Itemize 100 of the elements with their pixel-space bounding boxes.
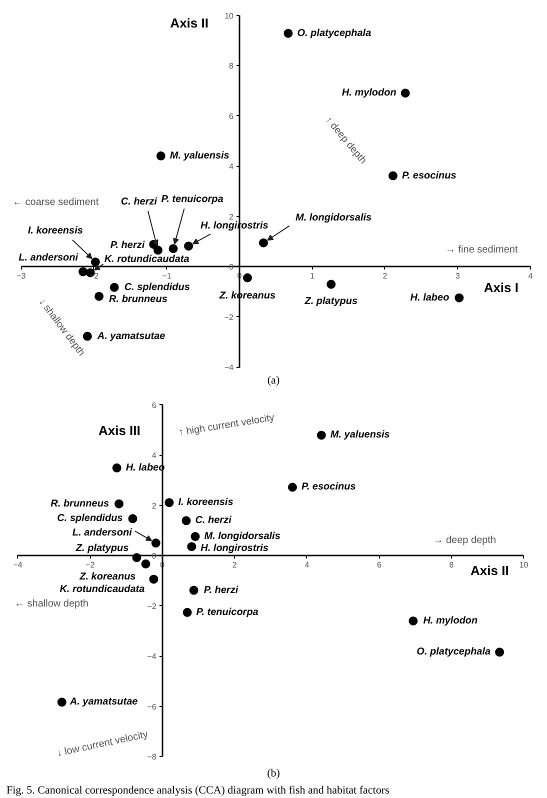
text: M. longidorsalis xyxy=(295,212,372,224)
series-label: C. splendidus xyxy=(57,513,124,524)
x-axis-title: Axis I xyxy=(484,280,519,296)
series-label: M. longidorsalis xyxy=(204,531,281,542)
text: (a) xyxy=(267,374,280,386)
series-label: C. splendidus xyxy=(124,282,190,293)
series-label: H. labeo xyxy=(410,292,450,304)
series-label: O. platycephala xyxy=(416,646,492,658)
series-label: P. herzi xyxy=(204,584,238,596)
series-label: K. rotundicaudata xyxy=(60,584,146,596)
annotation: ↓ low current velocity xyxy=(56,729,150,760)
annotation: → deep depth xyxy=(433,535,496,546)
series-label: H. mylodon xyxy=(423,615,478,626)
point xyxy=(114,499,124,508)
x-tick-label: 4 xyxy=(304,560,310,570)
y-tick-label: 0 xyxy=(229,262,234,272)
y-axis-title: Axis III xyxy=(98,422,140,438)
point xyxy=(90,257,100,266)
y-tick-label: 2 xyxy=(229,212,234,222)
x-tick-label: −2 xyxy=(89,272,100,281)
point xyxy=(82,332,92,341)
series-label: Z. koreanus xyxy=(78,571,136,582)
point xyxy=(153,246,162,255)
series-label: H. longirostris xyxy=(200,543,269,554)
point xyxy=(110,282,119,292)
y-tick-label: −6 xyxy=(147,702,157,712)
point xyxy=(326,280,336,289)
series-label: C. herzi xyxy=(195,515,232,526)
y-tick-label: 4 xyxy=(152,451,157,460)
series-label: A. yamatsutae xyxy=(68,696,138,708)
annotation: ← shallow depth xyxy=(14,598,88,610)
x-tick-label: −1 xyxy=(162,272,172,281)
x-axis-title: Axis II xyxy=(470,563,509,578)
point xyxy=(190,532,200,542)
x-tick-label: 2 xyxy=(382,272,388,281)
y-tick-label: −2 xyxy=(224,312,234,322)
point xyxy=(316,430,326,440)
y-tick-label: 8 xyxy=(229,62,234,71)
annotation: ← coarse sediment xyxy=(12,197,99,208)
y-tick-label: −4 xyxy=(147,652,157,662)
point xyxy=(94,292,104,301)
x-tick-label: 6 xyxy=(377,560,382,570)
point xyxy=(408,616,418,626)
series-label: Z. platypus xyxy=(304,296,358,307)
y-tick-label: 6 xyxy=(229,112,234,121)
series-label: P. herzi xyxy=(110,240,145,251)
x-tick-label: −3 xyxy=(16,272,26,281)
series-label: L. andersoni xyxy=(18,252,78,264)
series-label: A. yamatsutae xyxy=(96,330,166,342)
series-label: M. yaluensis xyxy=(170,150,230,162)
x-tick-label: 1 xyxy=(310,272,316,281)
x-tick-label: 8 xyxy=(449,560,454,570)
point xyxy=(495,648,504,657)
annotation: → fine sediment xyxy=(446,244,518,256)
point xyxy=(288,482,297,492)
point xyxy=(258,238,268,248)
series-label: M. yaluensis xyxy=(330,430,390,441)
text: L. andersoni xyxy=(72,528,132,539)
y-tick-label: −4 xyxy=(224,363,234,372)
y-axis-title: Axis II xyxy=(170,16,208,30)
point xyxy=(164,498,174,508)
series-label: R. brunneus xyxy=(50,498,110,510)
x-tick-label: 3 xyxy=(456,272,461,281)
point xyxy=(400,88,410,98)
point xyxy=(112,463,122,472)
series-label: H. mylodon xyxy=(342,88,396,99)
y-tick-label: −2 xyxy=(147,602,157,611)
point xyxy=(388,171,398,180)
point xyxy=(57,698,66,707)
x-tick-label: 4 xyxy=(528,272,534,281)
caption: Fig. 5. Canonical correspondence analysis (CCA) diagram with fish and habitat factors xyxy=(6,784,390,796)
x-tick-label: −4 xyxy=(13,560,23,570)
point xyxy=(284,28,293,38)
point xyxy=(151,538,160,548)
y-tick-label: −8 xyxy=(147,752,157,762)
point xyxy=(168,244,178,254)
point xyxy=(141,559,150,568)
point xyxy=(182,516,191,526)
point xyxy=(149,574,158,584)
text: I. koreensis xyxy=(28,225,84,236)
point xyxy=(189,586,198,595)
y-tick-label: 10 xyxy=(224,12,234,20)
series-label: O. platycephala xyxy=(297,28,372,39)
x-tick-label: −2 xyxy=(86,560,96,570)
y-tick-label: 2 xyxy=(152,501,157,510)
point xyxy=(184,242,194,251)
point xyxy=(78,267,88,276)
x-tick-label: 10 xyxy=(519,560,529,570)
series-label: P. esocinus xyxy=(301,482,356,493)
series-label: R. brunneus xyxy=(109,294,168,305)
annotation: ↑ high current velocity xyxy=(178,412,276,438)
point xyxy=(182,608,192,617)
series-label: K. rotundicaudata xyxy=(104,254,190,266)
point xyxy=(242,273,252,282)
text: P. tenuicorpa xyxy=(161,194,224,206)
text: C. herzi xyxy=(120,196,158,208)
y-tick-label: 6 xyxy=(152,400,157,410)
series-label: I. koreensis xyxy=(178,497,234,508)
point xyxy=(128,514,138,524)
series-label: Z. platypus xyxy=(74,543,130,554)
